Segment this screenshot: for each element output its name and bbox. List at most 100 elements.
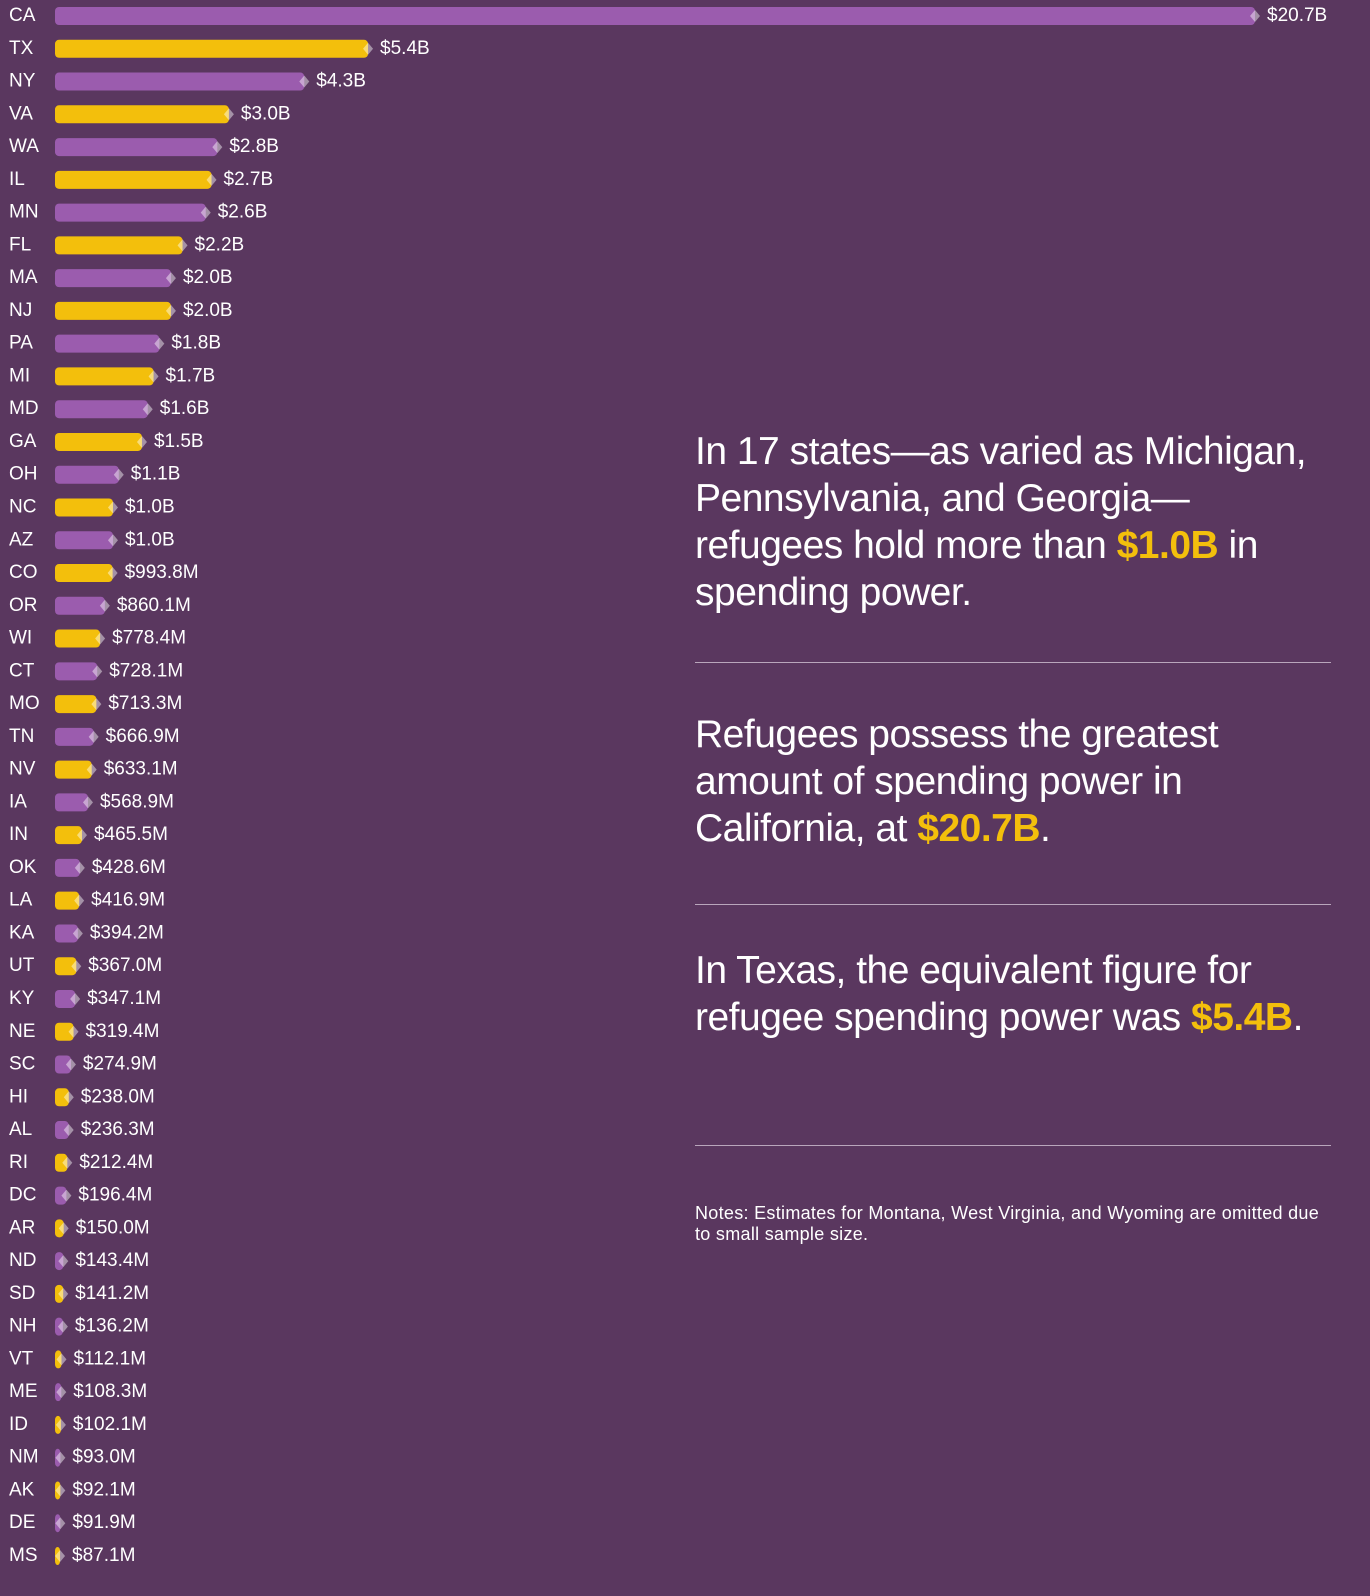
bar-tip [154, 337, 165, 350]
bar [55, 1186, 67, 1205]
value-label: $274.9M [83, 1054, 157, 1075]
bar-tip [56, 1386, 67, 1399]
bar-tip [107, 567, 118, 580]
annotation-text: . [1040, 807, 1051, 850]
category-label: AK [9, 1479, 35, 1500]
bar [55, 1514, 61, 1533]
bar-tip [55, 1550, 66, 1562]
value-label: $1.0B [125, 497, 175, 518]
value-label: $20.7B [1267, 5, 1327, 26]
category-label: ND [9, 1250, 36, 1271]
value-label: $2.0B [183, 300, 233, 321]
value-label: $465.5M [94, 824, 168, 845]
bar [55, 1350, 62, 1369]
value-label: $1.6B [160, 398, 210, 419]
bar-tip [55, 1484, 66, 1497]
bar [55, 727, 94, 746]
value-label: $728.1M [109, 660, 183, 681]
value-label: $1.0B [125, 529, 175, 550]
value-label: $196.4M [78, 1185, 152, 1206]
category-label: TN [9, 726, 34, 747]
value-label: $568.9M [100, 791, 174, 812]
bar-tip [91, 698, 102, 711]
bar [55, 170, 212, 189]
bar [55, 432, 142, 451]
value-label: $112.1M [73, 1348, 146, 1369]
value-label: $212.4M [79, 1152, 153, 1173]
bar [55, 531, 113, 550]
value-label: $633.1M [104, 759, 178, 780]
bar-tip [56, 1353, 67, 1366]
bar-tip [136, 435, 147, 448]
category-label: NC [9, 497, 36, 518]
bar-tip [58, 1287, 69, 1300]
value-label: $2.8B [229, 136, 279, 157]
value-label: $87.1M [72, 1545, 135, 1566]
divider [695, 1145, 1331, 1146]
category-label: FL [9, 234, 31, 255]
category-label: VT [9, 1348, 34, 1369]
category-label: NH [9, 1316, 36, 1337]
bar [55, 1317, 63, 1336]
bar [55, 596, 105, 615]
annotation-text: . [1292, 996, 1304, 1039]
bar [55, 858, 80, 877]
bar [55, 1121, 69, 1140]
category-label: DE [9, 1512, 35, 1533]
bar-tip [57, 1320, 68, 1333]
bar-tip [68, 1025, 79, 1038]
category-label: NE [9, 1021, 35, 1042]
value-label: $2.2B [195, 234, 245, 255]
value-label: $238.0M [81, 1086, 155, 1107]
bar-tip [88, 730, 99, 743]
highlight: $1.0B [1116, 524, 1219, 567]
category-label: OH [9, 464, 38, 485]
bar-tip [61, 1189, 72, 1202]
bar [55, 72, 305, 91]
bar-tip [99, 599, 110, 612]
bar [55, 203, 206, 222]
bar [55, 1415, 61, 1434]
annotation-text: in spending power. [695, 524, 1258, 614]
bar [55, 400, 148, 419]
bar [55, 695, 97, 714]
category-label: MD [9, 398, 39, 419]
category-label: TX [9, 38, 34, 59]
bar [55, 301, 171, 320]
annotation-text: Refugees possess the greatest amount of … [695, 713, 1219, 850]
value-label: $347.1M [87, 988, 161, 1009]
category-label: WA [9, 136, 39, 157]
value-label: $4.3B [316, 71, 366, 92]
bar [55, 1383, 62, 1402]
bar [55, 891, 80, 910]
value-label: $102.1M [73, 1414, 147, 1435]
bar-tip [165, 272, 176, 285]
bar [55, 1284, 64, 1303]
category-label: CO [9, 562, 38, 583]
bar-tip [363, 42, 374, 55]
category-label: PA [9, 333, 33, 354]
category-label: OK [9, 857, 37, 878]
value-label: $236.3M [81, 1119, 155, 1140]
notes: Notes: Estimates for Montana, West Virgi… [695, 1203, 1320, 1244]
bar-tip [177, 239, 188, 252]
bar [55, 138, 218, 157]
category-label: AL [9, 1119, 32, 1140]
category-label: UT [9, 955, 35, 976]
category-label: CT [9, 660, 35, 681]
bar-tip [63, 1091, 74, 1104]
value-label: $143.4M [75, 1250, 149, 1271]
bar [55, 1022, 74, 1041]
bar-tip [107, 501, 118, 514]
category-label: MA [9, 267, 38, 288]
value-label: $2.6B [218, 202, 268, 223]
bar [55, 1448, 61, 1467]
annotation: In Texas, the equivalent figure for refu… [695, 947, 1335, 1041]
bar-tip [142, 403, 153, 416]
annotation-text: In Texas, the equivalent figure for refu… [695, 949, 1252, 1039]
category-label: SC [9, 1054, 35, 1075]
bar [55, 793, 88, 812]
bar-tip [72, 927, 83, 940]
value-label: $1.8B [171, 333, 221, 354]
